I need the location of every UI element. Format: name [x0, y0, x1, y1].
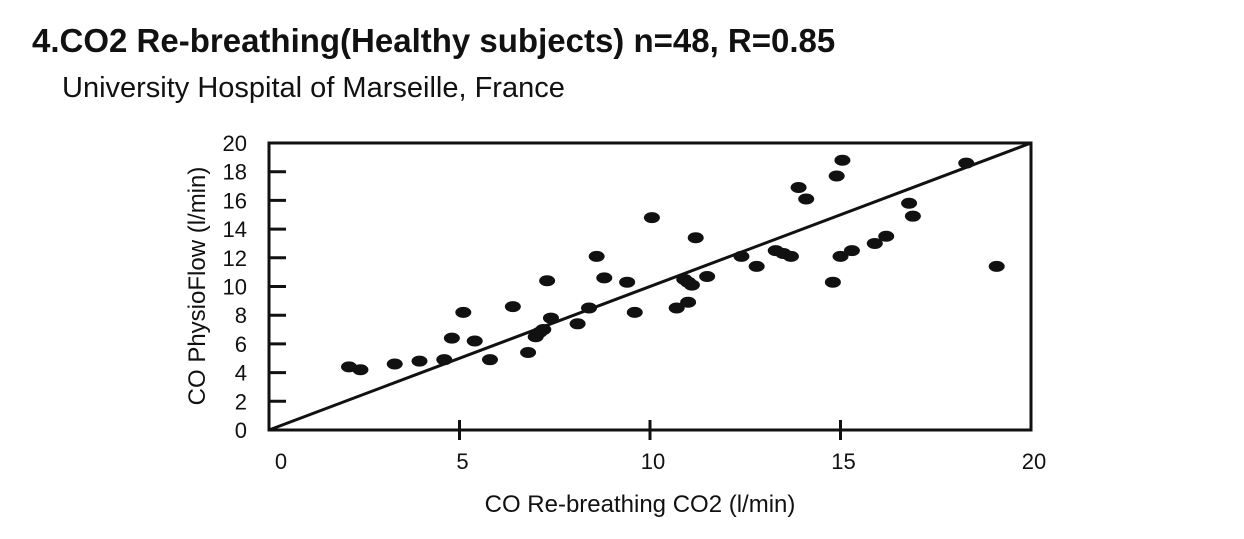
- data-point: [455, 306, 472, 318]
- data-point: [588, 250, 605, 262]
- data-point: [832, 250, 849, 262]
- data-point: [988, 260, 1005, 272]
- data-point: [680, 276, 697, 288]
- data-point: [733, 250, 750, 262]
- data-point: [878, 230, 895, 242]
- data-point: [352, 364, 369, 376]
- data-point: [775, 247, 792, 259]
- x-tick-label: 0: [275, 449, 287, 474]
- y-axis-label: CO PhysioFlow (l/min): [184, 167, 211, 406]
- y-tick-label: 6: [235, 332, 247, 357]
- x-tick-label: 20: [1022, 449, 1046, 474]
- data-point: [687, 232, 704, 244]
- data-point: [824, 276, 841, 288]
- data-point: [798, 193, 815, 205]
- data-point: [843, 245, 860, 257]
- data-point: [504, 301, 521, 313]
- data-point: [539, 275, 556, 287]
- y-tick-label: 2: [235, 389, 247, 414]
- y-tick-label: 20: [223, 131, 247, 156]
- y-tick-label: 14: [223, 217, 247, 242]
- identity-line: [268, 141, 1032, 432]
- data-point: [834, 154, 851, 166]
- x-tick-label: 15: [831, 449, 855, 474]
- x-tick-label: 10: [641, 449, 665, 474]
- data-point: [569, 318, 586, 330]
- data-point: [619, 276, 636, 288]
- x-axis-label: CO Re-breathing CO2 (l/min): [485, 491, 796, 518]
- data-point: [901, 197, 918, 209]
- y-tick-label: 0: [235, 418, 247, 443]
- data-points: [341, 154, 1005, 376]
- data-point: [643, 212, 660, 224]
- y-tick-label: 8: [235, 303, 247, 328]
- x-tick-label: 5: [456, 449, 468, 474]
- data-point: [790, 181, 807, 193]
- data-point: [668, 302, 685, 314]
- data-point: [542, 312, 559, 324]
- data-point: [443, 332, 460, 344]
- data-point: [958, 157, 975, 169]
- data-point: [904, 210, 921, 222]
- chart-title: 4.CO2 Re-breathing(Healthy subjects) n=4…: [32, 22, 836, 59]
- data-point: [531, 326, 548, 338]
- data-point: [680, 296, 697, 308]
- data-point: [748, 260, 765, 272]
- data-point: [581, 302, 598, 314]
- data-point: [436, 354, 453, 366]
- y-tick-label: 4: [235, 361, 247, 386]
- data-point: [626, 306, 643, 318]
- y-tick-label: 16: [223, 188, 247, 213]
- data-point: [699, 270, 716, 282]
- y-tick-label: 10: [223, 275, 247, 300]
- data-point: [411, 355, 428, 367]
- data-point: [866, 237, 883, 249]
- data-point: [596, 272, 613, 284]
- data-point: [466, 335, 483, 347]
- y-tick-label: 18: [223, 160, 247, 185]
- data-point: [386, 358, 403, 370]
- data-point: [828, 170, 845, 182]
- data-point: [481, 354, 498, 366]
- ticks: 0 2 4 6 8 10 12 14 16 18 20 0 5 10 15 20: [223, 131, 1047, 474]
- chart-subtitle: University Hospital of Marseille, France: [62, 72, 565, 104]
- y-tick-label: 12: [223, 246, 247, 271]
- data-point: [520, 347, 537, 359]
